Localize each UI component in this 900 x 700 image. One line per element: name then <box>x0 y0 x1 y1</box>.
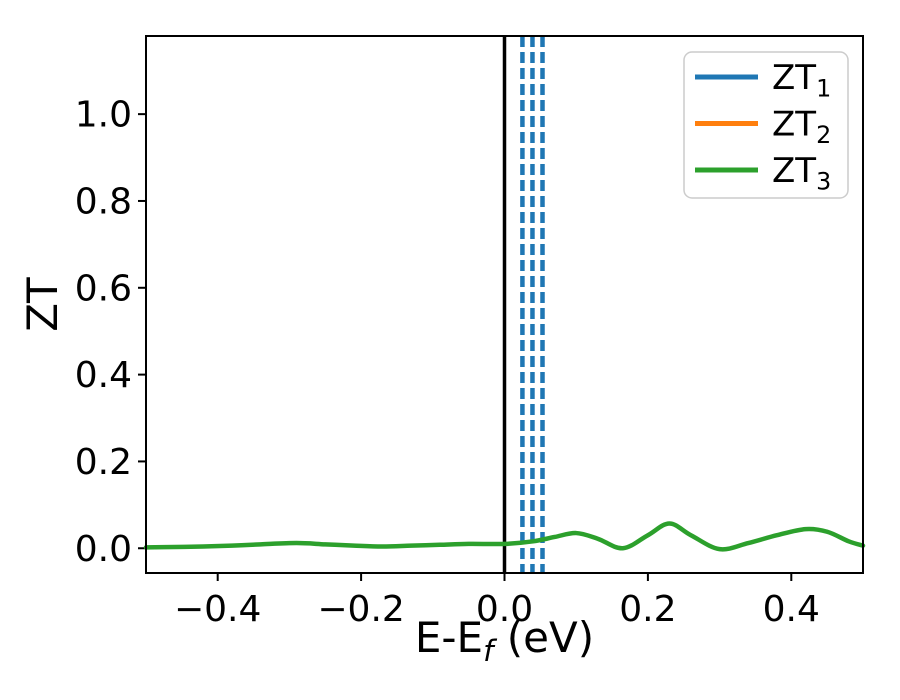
x-axis-tick-label: 0.2 <box>619 589 676 630</box>
y-axis-tick-label: 1.0 <box>75 95 132 136</box>
y-axis-tick-label: 0.4 <box>75 355 132 396</box>
y-axis-tick-label: 0.0 <box>75 529 132 570</box>
y-axis-tick-label: 0.8 <box>75 182 132 223</box>
zt3-curve <box>143 521 866 552</box>
y-axis-tick-label: 0.2 <box>75 442 132 483</box>
plot-border <box>145 35 864 574</box>
x-axis-label: E-Ef (eV) <box>415 613 594 668</box>
legend-entry-label: ZT3 <box>772 151 831 195</box>
x-axis-tick-label: 0.0 <box>476 589 533 630</box>
legend-entry-label: ZT2 <box>772 104 831 148</box>
legend-entry: ZT1 <box>695 58 831 102</box>
x-axis-tick-label: 0.4 <box>763 589 820 630</box>
y-axis-label: ZT <box>18 277 67 332</box>
y-axis-tick-label: 0.6 <box>75 268 132 309</box>
x-axis-tick-label: −0.4 <box>174 589 261 630</box>
legend-frame <box>683 51 849 199</box>
legend-entry: ZT2 <box>695 104 831 149</box>
legend-entry: ZT3 <box>695 151 831 195</box>
x-axis-tick-label: −0.2 <box>317 589 404 630</box>
legend-entry-label: ZT1 <box>772 58 831 102</box>
